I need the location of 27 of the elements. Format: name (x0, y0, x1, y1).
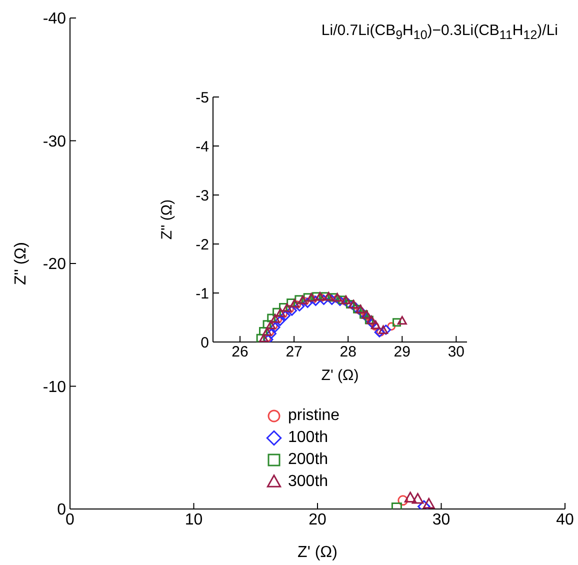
y-axis-title: Z'' (Ω) (158, 199, 176, 240)
x-tick-label: 30 (432, 511, 450, 528)
y-tick-label: -5 (196, 89, 209, 106)
legend-label: 300th (288, 473, 328, 491)
legend-label: pristine (288, 407, 340, 425)
x-tick-label: 40 (556, 511, 574, 528)
x-tick-label: 20 (308, 511, 326, 528)
y-tick-label: -3 (196, 187, 209, 204)
y-tick-label: -40 (42, 10, 66, 28)
x-axis-title: Z' (Ω) (298, 544, 338, 561)
x-axis-title: Z' (Ω) (321, 367, 359, 384)
legend-label: 100th (288, 429, 328, 447)
y-tick-label: -4 (196, 138, 209, 156)
x-tick-label: 29 (394, 344, 410, 361)
chart-title: Li/0.7Li(CB$_{9}$H$_{10}$)−0.3Li(CB$_{11}$H$_{12}$)/Li (321, 22, 558, 42)
y-tick-label: -20 (42, 256, 66, 274)
legend-label: 200th (288, 451, 328, 469)
x-tick-label: 26 (232, 344, 248, 361)
y-tick-label: -30 (42, 133, 66, 150)
x-tick-label: 27 (286, 344, 302, 361)
y-tick-label: -10 (42, 378, 66, 396)
x-tick-label: 10 (184, 511, 203, 528)
y-tick-label: -1 (196, 285, 209, 302)
y-axis-title: Z'' (Ω) (12, 242, 30, 285)
x-tick-label: 30 (448, 344, 465, 361)
x-tick-label: 28 (340, 344, 356, 361)
y-tick-label: -2 (196, 236, 209, 254)
